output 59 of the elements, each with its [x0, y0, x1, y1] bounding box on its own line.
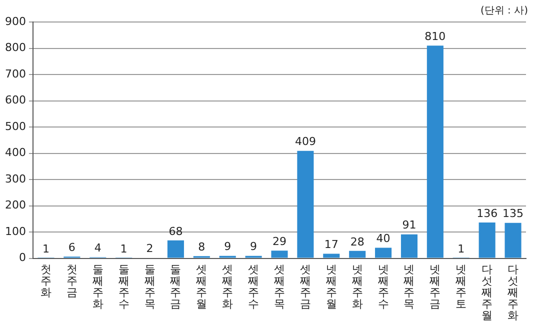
bar: [271, 250, 288, 258]
data-label: 6: [68, 241, 76, 254]
data-label: 1: [120, 242, 128, 256]
data-label: 1: [458, 242, 465, 256]
y-tick-label: 200: [4, 198, 26, 212]
y-tick-label: 400: [4, 146, 26, 160]
x-tick-label: 넷째주 금: [430, 262, 441, 311]
bar: [349, 250, 366, 258]
x-tick-label: 다섯째주 월: [482, 262, 493, 322]
y-tick-label: 600: [4, 94, 26, 107]
x-tick-label: 셋째주 목: [274, 262, 285, 311]
y-tick-label: 0: [18, 251, 26, 264]
data-label: 2: [146, 242, 154, 256]
x-tick-label: 첫주 금: [66, 262, 78, 299]
data-label: 17: [324, 238, 338, 252]
x-tick-label: 넷째주 목: [404, 262, 415, 311]
data-label: 8: [198, 240, 206, 254]
data-label: 810: [424, 30, 446, 43]
data-label: 135: [502, 207, 524, 220]
data-label: 9: [250, 240, 258, 254]
y-tick-label: 500: [4, 120, 26, 133]
bar: [400, 234, 418, 258]
y-tick-label: 300: [4, 172, 26, 186]
data-label: 29: [272, 234, 286, 248]
bar: [323, 254, 340, 258]
x-tick-label: 넷째주 월: [326, 262, 337, 311]
y-tick-label: 800: [4, 41, 26, 54]
x-tick-label: 다섯째주 화: [508, 262, 519, 322]
x-tick-label: 셋째주 수: [248, 262, 260, 311]
x-tick-label: 넷째주 수: [378, 262, 389, 311]
bar: [375, 248, 392, 258]
x-tick-label: 둘째주 금: [170, 262, 182, 311]
y-tick-label: 100: [4, 224, 26, 238]
data-label: 136: [476, 206, 498, 220]
x-tick-label: 둘째주 화: [92, 262, 104, 311]
x-tick-label: 넷째주 화: [352, 262, 363, 311]
text: (단위 : 사): [480, 6, 528, 17]
data-label: 68: [168, 224, 183, 238]
bar: [504, 222, 522, 258]
bar: [426, 46, 444, 258]
bar: [478, 222, 496, 258]
bar: [297, 150, 314, 258]
x-tick-label: 둘째주 수: [118, 262, 130, 311]
data-label: 91: [402, 218, 416, 232]
data-label: 40: [376, 232, 390, 246]
data-label: 4: [94, 242, 102, 255]
data-label: 1: [42, 242, 50, 256]
y-tick-label: 900: [4, 14, 26, 28]
x-tick-label: 셋째주 화: [222, 262, 234, 311]
x-tick-label: 둘째주 목: [144, 262, 156, 311]
x-tick-label: 셋째주 금: [300, 262, 311, 311]
x-tick-label: 셋째주 월: [196, 262, 208, 311]
y-tick-label: 700: [4, 67, 26, 80]
data-label: 409: [294, 135, 316, 148]
bar: [167, 240, 184, 258]
x-tick-label: 넷째주 토: [456, 262, 467, 311]
x-tick-label: 첫주 화: [40, 262, 52, 299]
data-label: 9: [224, 240, 232, 254]
data-label: 28: [350, 235, 364, 248]
